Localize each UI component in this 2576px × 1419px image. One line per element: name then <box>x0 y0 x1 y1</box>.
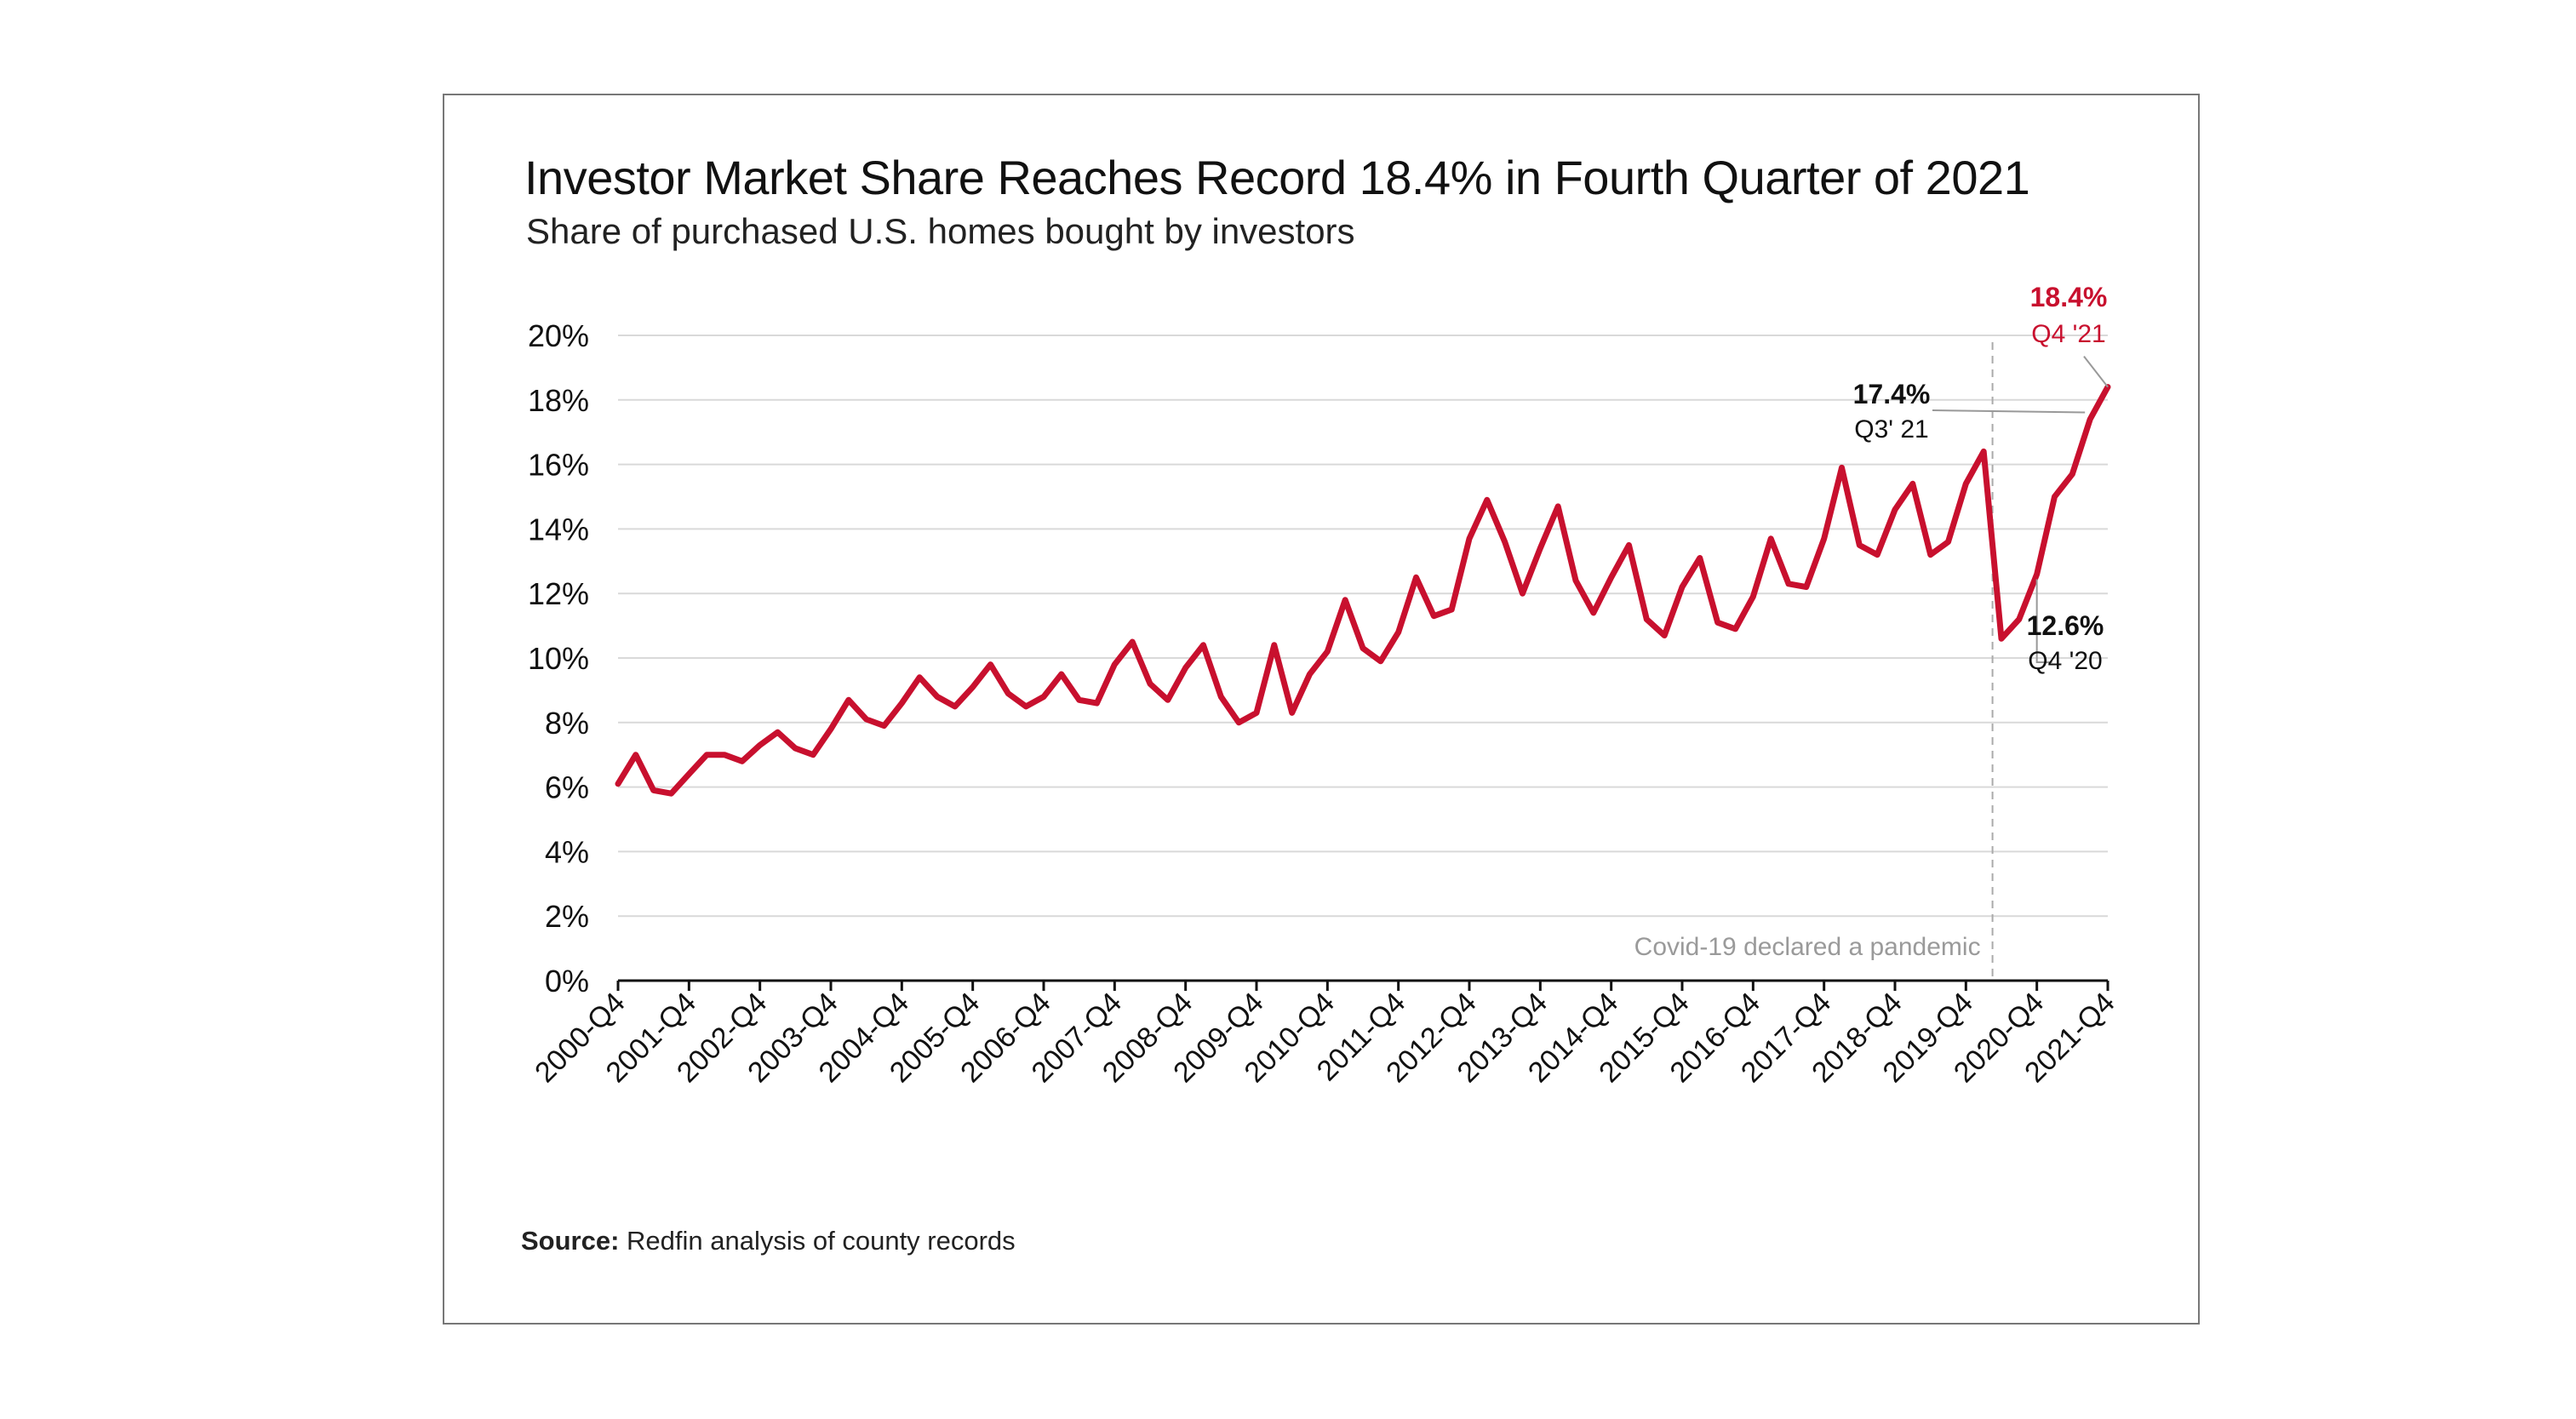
pandemic-label: Covid-19 declared a pandemic <box>1634 933 1981 961</box>
annotation-value: 12.6% <box>2027 610 2104 641</box>
chart-frame: Investor Market Share Reaches Record 18.… <box>443 94 2200 1325</box>
y-tick-label: 8% <box>545 706 589 741</box>
gridlines <box>618 335 2108 918</box>
y-tick-label: 10% <box>528 641 589 676</box>
chart-subtitle: Share of purchased U.S. homes bought by … <box>526 211 1355 251</box>
series-layer <box>615 384 2111 797</box>
annotations: 18.4% Q4 '21 17.4% Q3' 21 12.6% Q4 '20 <box>1853 282 2109 675</box>
annotation-leader <box>1932 409 2086 414</box>
annotation-label: Q4 '21 <box>2031 320 2105 348</box>
annotation-leader <box>2035 579 2052 663</box>
y-tick-label: 2% <box>545 899 589 934</box>
annotation-label: Q4 '20 <box>2028 647 2102 675</box>
source-text: Redfin analysis of county records <box>627 1226 1016 1256</box>
y-tick-label: 16% <box>528 448 589 483</box>
x-axis: 2000-Q42001-Q42002-Q42003-Q42004-Q42005-… <box>529 979 2121 1089</box>
annotation-label: Q3' 21 <box>1854 415 1928 443</box>
source-note: Source: Redfin analysis of county record… <box>521 1226 1016 1256</box>
chart-title: Investor Market Share Reaches Record 18.… <box>524 151 2030 204</box>
y-tick-label: 4% <box>545 834 589 869</box>
pandemic-marker: Covid-19 declared a pandemic <box>1634 342 1994 981</box>
y-tick-label: 12% <box>528 576 589 611</box>
line-chart: 0% 2% 4% 6% 8% 10% 12% 14% 16% 18% 20% 2000-Q42001… <box>528 282 2121 1089</box>
series-line <box>615 384 2111 797</box>
y-tick-label: 18% <box>528 383 589 418</box>
annotation-leader <box>2083 356 2109 388</box>
y-tick-label: 6% <box>545 770 589 805</box>
y-tick-label: 0% <box>545 964 589 998</box>
source-label: Source: <box>521 1226 620 1256</box>
annotation-value: 17.4% <box>1853 379 1931 409</box>
y-tick-label: 20% <box>528 318 589 353</box>
annotation-value: 18.4% <box>2030 282 2108 312</box>
y-tick-label: 14% <box>528 512 589 546</box>
y-axis: 0% 2% 4% 6% 8% 10% 12% 14% 16% 18% 20% <box>528 318 589 998</box>
